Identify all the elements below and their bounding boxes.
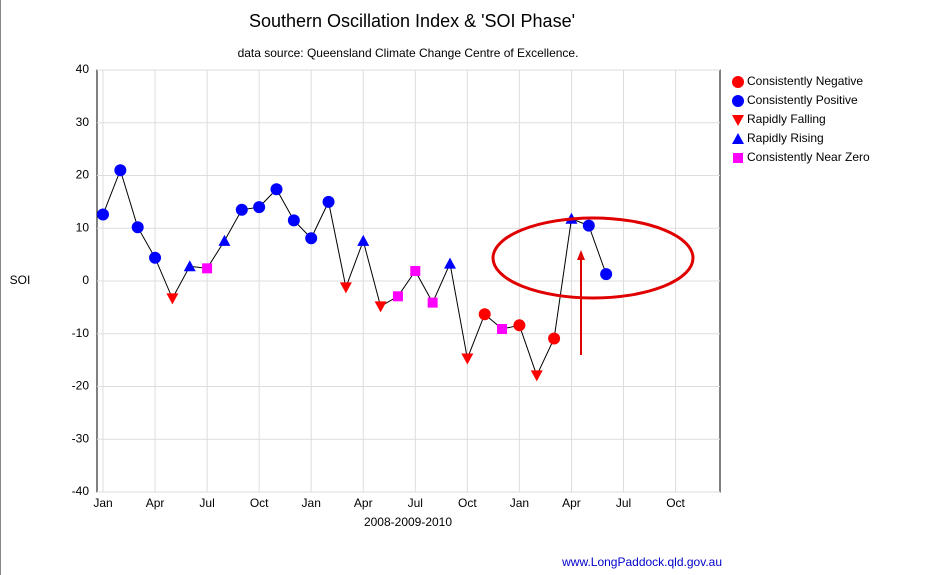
point bbox=[530, 370, 543, 382]
x-tick-label: Oct bbox=[250, 496, 269, 510]
highlight-ellipse bbox=[491, 216, 695, 300]
legend-label: Consistently Near Zero bbox=[747, 150, 870, 164]
point bbox=[357, 234, 370, 246]
chart-subtitle: data source: Queensland Climate Change C… bbox=[238, 46, 579, 60]
point bbox=[114, 164, 127, 177]
y-tick-label: -40 bbox=[72, 484, 90, 498]
legend-label: Rapidly Rising bbox=[747, 131, 824, 145]
x-tick-label: Jan bbox=[93, 496, 112, 510]
point bbox=[183, 260, 196, 272]
legend-marker bbox=[733, 153, 743, 163]
point bbox=[287, 214, 300, 227]
y-tick-label: -10 bbox=[72, 326, 90, 340]
x-tick-label: Jan bbox=[302, 496, 321, 510]
x-tick-label: Jul bbox=[616, 496, 631, 510]
point bbox=[478, 308, 491, 321]
legend-marker bbox=[732, 76, 744, 88]
source-link: www.LongPaddock.qld.gov.au bbox=[561, 555, 722, 569]
point bbox=[202, 263, 213, 274]
legend-label: Rapidly Falling bbox=[747, 112, 826, 126]
point bbox=[374, 301, 387, 313]
point bbox=[444, 257, 456, 269]
point bbox=[392, 291, 403, 302]
x-tick-label: Apr bbox=[146, 496, 165, 510]
y-axis-label: SOI bbox=[10, 273, 31, 287]
y-tick-label: -20 bbox=[72, 379, 90, 393]
annotation-arrowhead bbox=[577, 250, 585, 260]
y-tick-label: -30 bbox=[72, 431, 90, 445]
x-tick-label: Oct bbox=[666, 496, 685, 510]
point bbox=[548, 332, 561, 345]
point bbox=[600, 268, 613, 281]
point bbox=[97, 208, 109, 221]
x-tick-label: Jul bbox=[199, 496, 214, 510]
point bbox=[305, 232, 318, 245]
legend-label: Consistently Negative bbox=[747, 74, 863, 88]
x-tick-label: Jan bbox=[510, 496, 529, 510]
soi-line bbox=[102, 168, 607, 377]
chart-title: Southern Oscillation Index & 'SOI Phase' bbox=[249, 11, 575, 31]
y-tick-label: 30 bbox=[76, 115, 90, 129]
y-tick-label: 20 bbox=[76, 168, 90, 182]
x-tick-label: Apr bbox=[562, 496, 581, 510]
point bbox=[270, 183, 283, 196]
point bbox=[582, 219, 595, 232]
point bbox=[253, 201, 266, 214]
x-axis-label: 2008-2009-2010 bbox=[364, 515, 452, 529]
legend-label: Consistently Positive bbox=[747, 93, 858, 107]
x-tick-label: Oct bbox=[458, 496, 477, 510]
point bbox=[427, 297, 438, 308]
point bbox=[131, 221, 144, 234]
point bbox=[322, 195, 335, 208]
point bbox=[461, 353, 474, 365]
point bbox=[218, 234, 231, 246]
legend-marker bbox=[732, 95, 744, 107]
point bbox=[339, 282, 352, 294]
point bbox=[410, 265, 421, 276]
x-tick-label: Jul bbox=[408, 496, 423, 510]
legend-marker bbox=[732, 133, 744, 144]
point bbox=[513, 319, 526, 332]
y-tick-label: 10 bbox=[76, 220, 90, 234]
y-tick-label: 0 bbox=[82, 273, 89, 287]
legend-marker bbox=[732, 115, 744, 126]
y-tick-label: 40 bbox=[76, 62, 90, 76]
x-tick-label: Apr bbox=[354, 496, 373, 510]
point bbox=[166, 293, 179, 305]
point bbox=[497, 324, 508, 335]
point bbox=[149, 251, 162, 264]
point bbox=[235, 203, 248, 216]
